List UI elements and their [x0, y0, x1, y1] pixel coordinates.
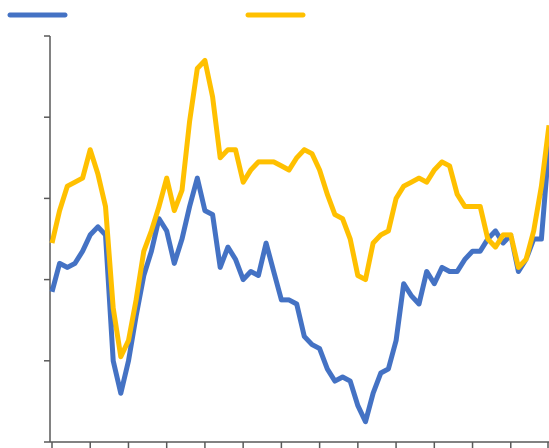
series-line: [49, 57, 549, 360]
series-line: [49, 145, 549, 425]
